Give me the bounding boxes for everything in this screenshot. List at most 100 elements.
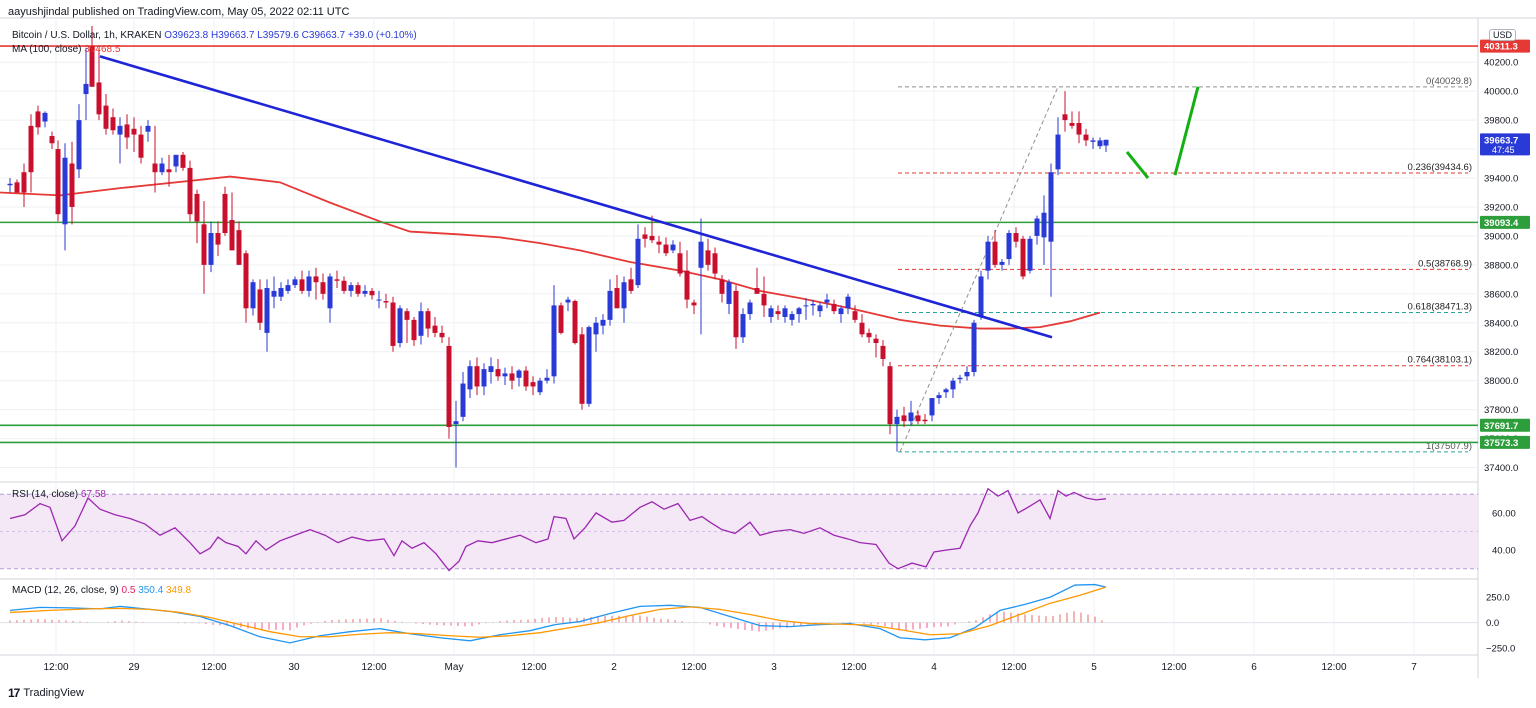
fib-level-label: 0.5(38768.9) bbox=[1418, 258, 1472, 269]
candle-up bbox=[264, 288, 270, 333]
symbol-legend[interactable]: Bitcoin / U.S. Dollar, 1h, KRAKEN O39623… bbox=[12, 30, 417, 41]
candle-down bbox=[21, 172, 27, 193]
rsi-line bbox=[9, 487, 1107, 572]
candle-down bbox=[334, 279, 340, 281]
candle-up bbox=[747, 302, 753, 315]
candle-down bbox=[222, 193, 228, 234]
candle-up bbox=[768, 308, 774, 317]
ohlc-change: +39.0 (+0.10%) bbox=[347, 30, 417, 41]
rsi-legend[interactable]: RSI (14, close) 67.58 bbox=[12, 489, 106, 500]
candle-up bbox=[551, 305, 557, 377]
candle-up bbox=[1103, 139, 1109, 146]
candle-up bbox=[544, 377, 550, 381]
x-tick-label: 12:00 bbox=[43, 662, 68, 673]
candle-up bbox=[635, 238, 641, 286]
candle-down bbox=[257, 289, 263, 323]
projection-down-leg bbox=[1125, 151, 1150, 179]
candle-down bbox=[383, 301, 389, 303]
candle-down bbox=[754, 288, 760, 294]
symbol-title: Bitcoin / U.S. Dollar, 1h, KRAKEN bbox=[12, 30, 162, 41]
candle-up bbox=[810, 303, 816, 306]
candle-up bbox=[83, 83, 89, 95]
candle-down bbox=[355, 285, 361, 294]
candle-up bbox=[957, 377, 963, 380]
candle-down bbox=[719, 279, 725, 294]
candle-up bbox=[845, 296, 851, 309]
candle-down bbox=[187, 167, 193, 215]
candle-up bbox=[824, 299, 830, 303]
candle-up bbox=[467, 366, 473, 390]
candle-up bbox=[285, 285, 291, 291]
x-tick-label: 12:00 bbox=[201, 662, 226, 673]
currency-badge[interactable]: USD bbox=[1489, 29, 1517, 41]
macd-signal-line bbox=[9, 586, 1107, 638]
candle-up bbox=[537, 380, 543, 393]
price-badge-label: 37573.3 bbox=[1484, 438, 1518, 449]
candle-down bbox=[579, 334, 585, 404]
candle-up bbox=[782, 308, 788, 317]
candle-down bbox=[558, 305, 564, 333]
candle-down bbox=[236, 230, 242, 265]
price-badge-countdown: 47:45 bbox=[1492, 145, 1515, 155]
candle-up bbox=[453, 421, 459, 425]
candle-down bbox=[495, 369, 501, 377]
candle-up bbox=[607, 290, 613, 320]
candle-up bbox=[159, 163, 165, 173]
price-badge bbox=[1480, 133, 1530, 156]
candle-down bbox=[614, 288, 620, 309]
candle-up bbox=[502, 373, 508, 377]
fib-level-label: 0.236(39434.6) bbox=[1408, 162, 1472, 173]
candle-up bbox=[1041, 212, 1047, 238]
candle-down bbox=[243, 253, 249, 309]
candle-up bbox=[964, 371, 970, 377]
x-tick-label: 4 bbox=[931, 662, 937, 673]
x-tick-label: 30 bbox=[288, 662, 300, 673]
ma-legend[interactable]: MA (100, close) 39468.5 bbox=[12, 44, 120, 55]
x-tick-label: 12:00 bbox=[521, 662, 546, 673]
candle-up bbox=[362, 290, 368, 294]
candle-down bbox=[831, 303, 837, 312]
x-tick-label: 7 bbox=[1411, 662, 1417, 673]
candle-up bbox=[1006, 233, 1012, 260]
candle-up bbox=[397, 308, 403, 344]
macd-legend[interactable]: MACD (12, 26, close, 9) 0.5 350.4 349.8 bbox=[12, 585, 191, 596]
candle-up bbox=[593, 322, 599, 335]
x-tick-label: 12:00 bbox=[1001, 662, 1026, 673]
candle-down bbox=[432, 325, 438, 333]
fib-trend-line bbox=[899, 86, 1059, 453]
macd-hist-value: 0.5 bbox=[121, 585, 136, 596]
price-tick-label: 39000.0 bbox=[1484, 231, 1518, 242]
x-tick-label: 5 bbox=[1091, 662, 1097, 673]
candle-down bbox=[691, 302, 697, 306]
projection-up-leg bbox=[1173, 86, 1200, 176]
candles-group bbox=[7, 26, 1109, 468]
candle-down bbox=[194, 193, 200, 222]
rsi-tick-label: 60.00 bbox=[1492, 508, 1516, 519]
candle-down bbox=[166, 169, 172, 173]
candle-up bbox=[117, 125, 123, 135]
candle-up bbox=[838, 308, 844, 315]
candle-down bbox=[439, 332, 445, 338]
x-tick-label: 29 bbox=[128, 662, 140, 673]
price-tick-label: 38200.0 bbox=[1484, 347, 1518, 358]
candle-down bbox=[1069, 122, 1075, 126]
ohlc-low: L39579.6 bbox=[257, 30, 299, 41]
candle-down bbox=[369, 290, 375, 296]
candle-up bbox=[42, 112, 48, 122]
candle-down bbox=[705, 250, 711, 265]
candle-down bbox=[299, 279, 305, 291]
ma-value: 39468.5 bbox=[84, 44, 121, 55]
candle-down bbox=[656, 241, 662, 245]
x-tick-label: 12:00 bbox=[1321, 662, 1346, 673]
candle-down bbox=[663, 244, 669, 254]
macd-line-value: 350.4 bbox=[138, 585, 164, 596]
candle-down bbox=[915, 415, 921, 422]
candle-up bbox=[250, 282, 256, 309]
candle-down bbox=[642, 234, 648, 239]
candle-up bbox=[376, 299, 382, 301]
price-tick-label: 37400.0 bbox=[1484, 463, 1518, 474]
candle-down bbox=[341, 280, 347, 291]
candle-up bbox=[670, 244, 676, 251]
